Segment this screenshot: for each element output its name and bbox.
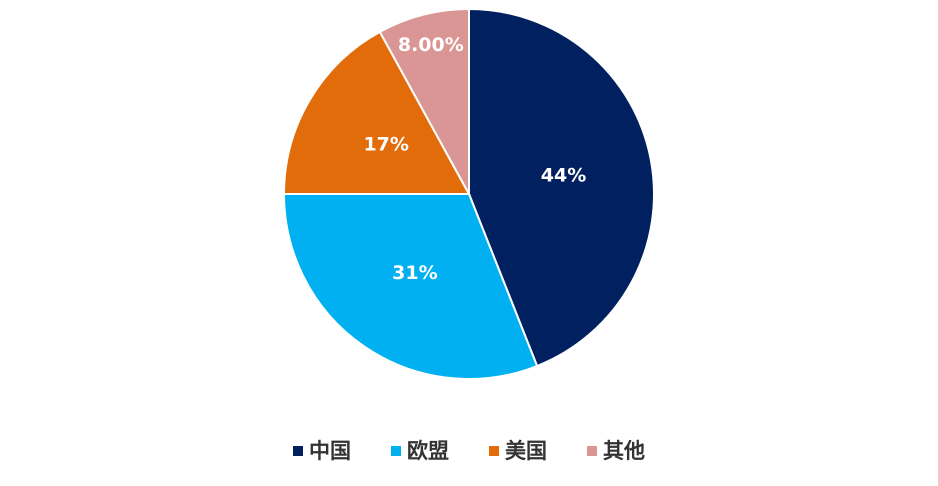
pie-slice	[282, 30, 471, 195]
value-label: 44%	[541, 164, 586, 186]
value-label: 31%	[392, 262, 437, 284]
legend: 中国 欧盟 美国 其他	[293, 439, 645, 463]
legend-label: 中国	[309, 439, 351, 463]
value-label: 17%	[363, 134, 408, 156]
legend-marker	[293, 446, 303, 456]
legend-label: 美国	[505, 439, 547, 463]
legend-label: 欧盟	[407, 439, 449, 463]
legend-marker	[391, 446, 401, 456]
legend-marker	[587, 446, 597, 456]
legend-marker	[489, 446, 499, 456]
legend-label: 其他	[603, 439, 645, 463]
value-label: 8.00%	[398, 34, 464, 56]
pie-slice	[468, 7, 655, 368]
pie-slice	[378, 7, 470, 195]
pie-slice	[282, 193, 539, 380]
